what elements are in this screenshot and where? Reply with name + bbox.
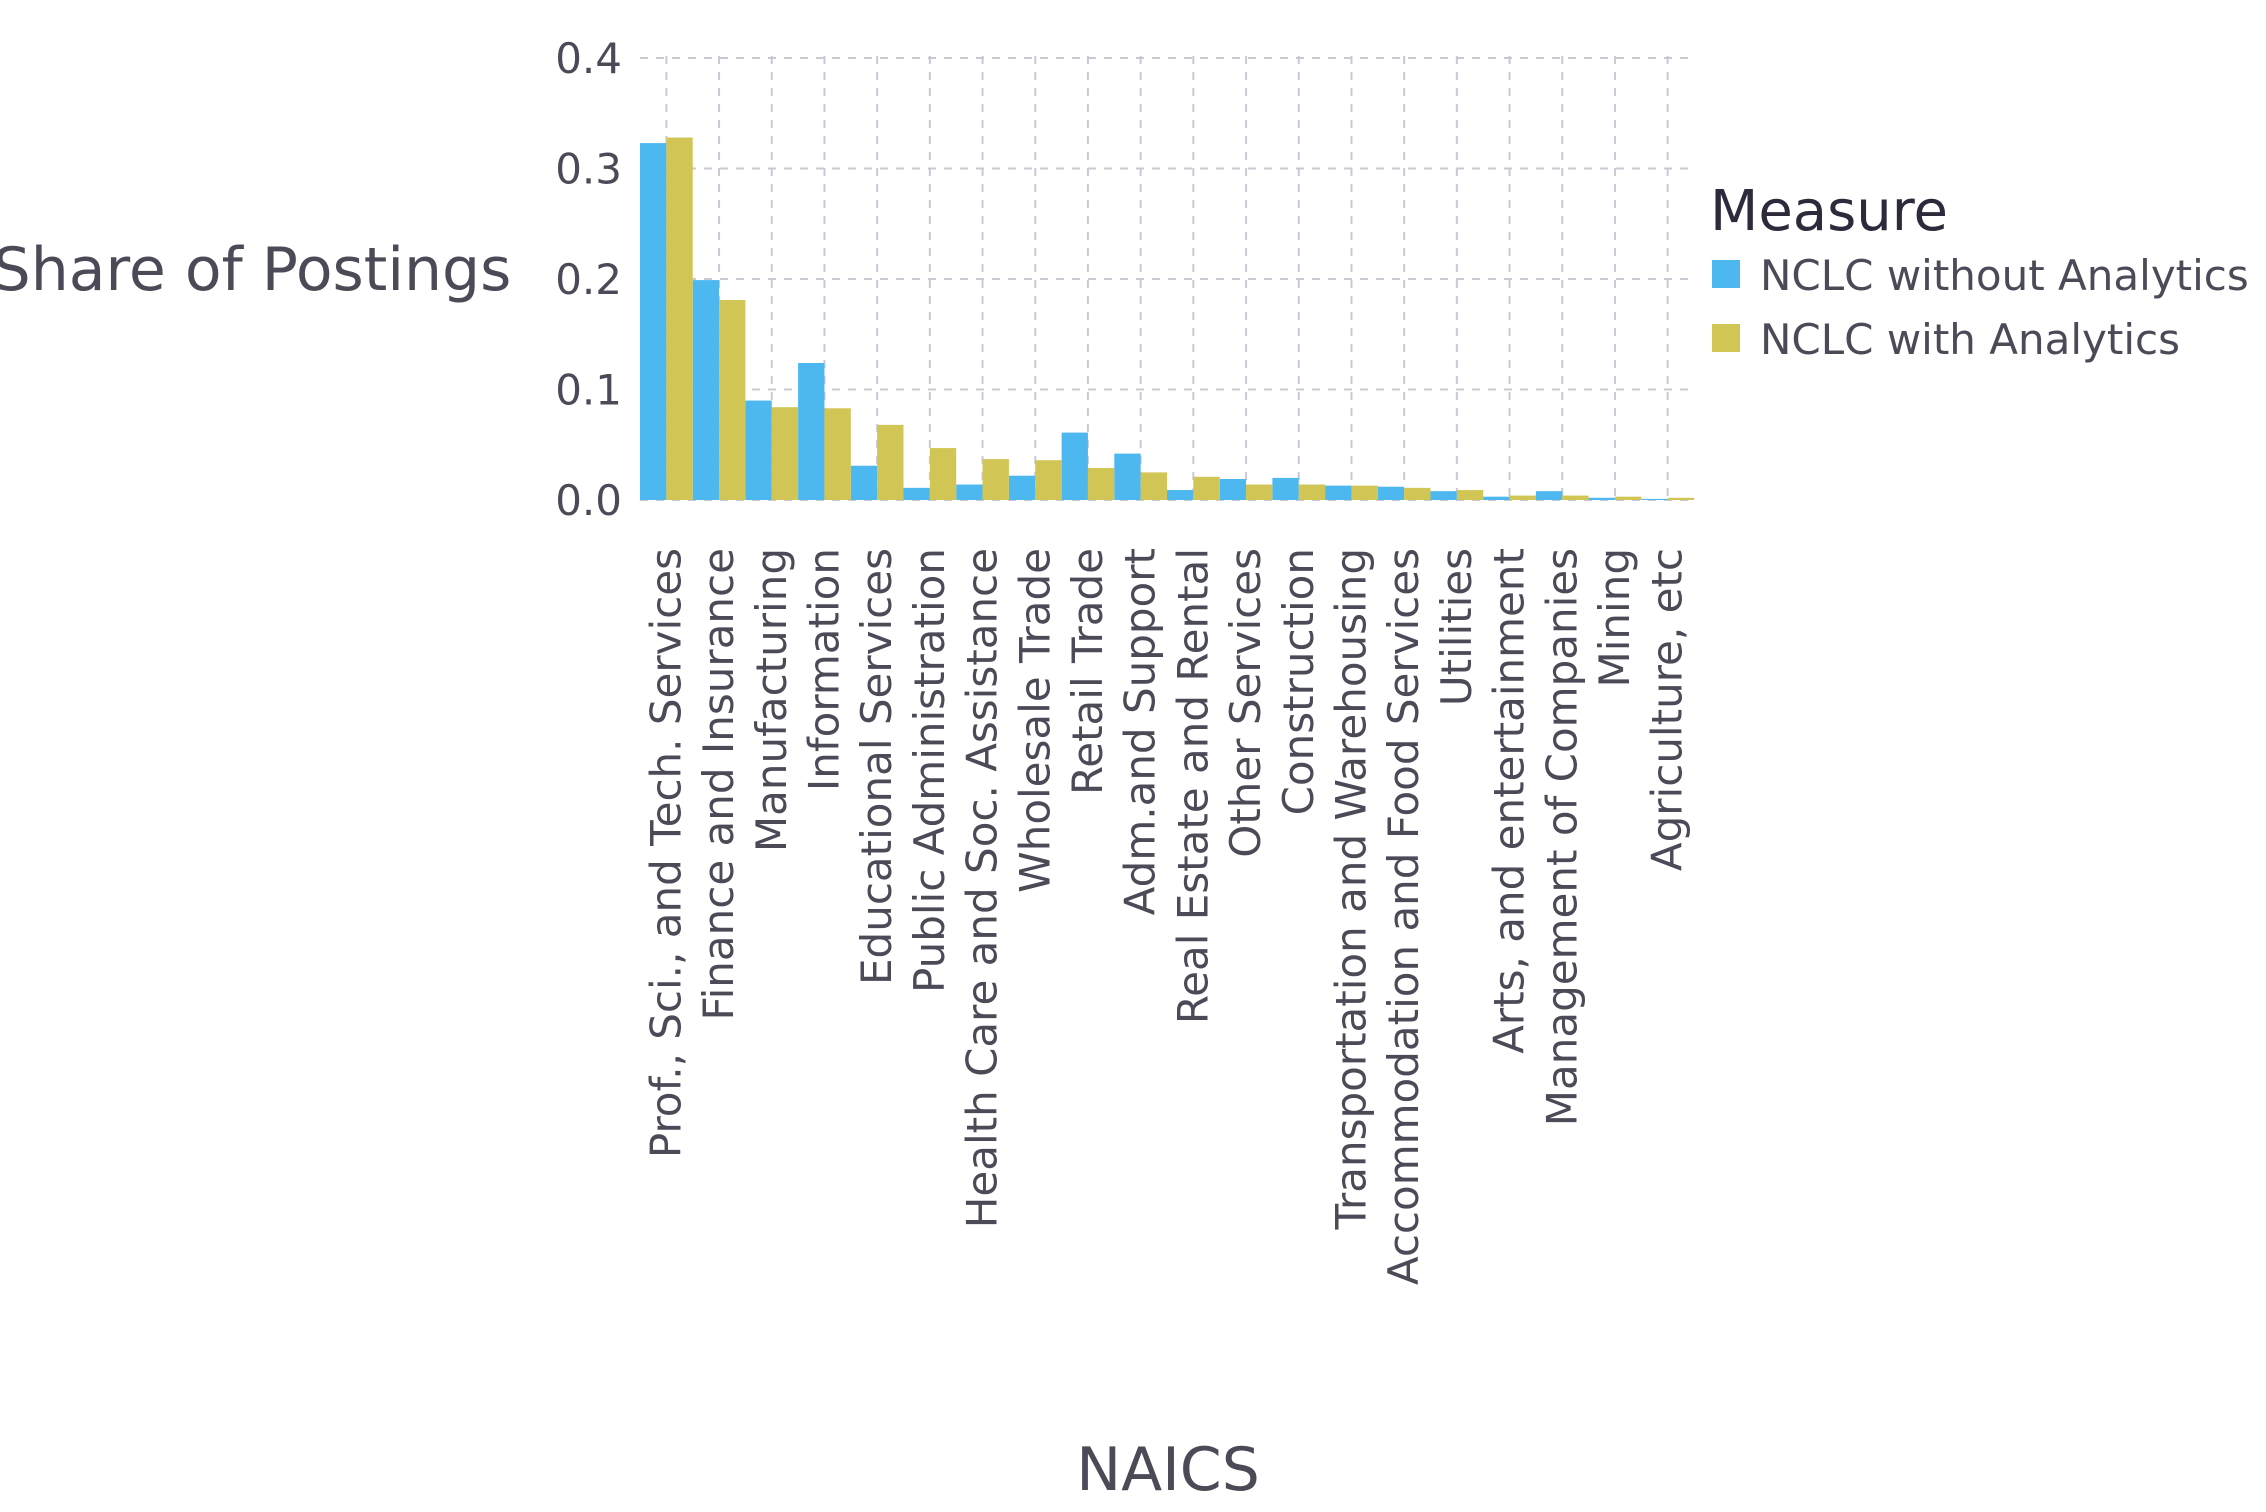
bar-with-analytics <box>1351 485 1378 500</box>
bar-with-analytics <box>1140 472 1167 500</box>
legend-swatch-without-analytics <box>1712 260 1740 288</box>
bar-without-analytics <box>1377 486 1405 500</box>
legend-swatch-with-analytics <box>1712 324 1740 352</box>
bar-with-analytics <box>929 448 957 500</box>
x-tick-label: Agriculture, etc <box>1643 548 1692 871</box>
bar-without-analytics <box>1535 491 1563 500</box>
y-tick-label: 0.3 <box>555 145 622 194</box>
bar-without-analytics <box>798 362 825 500</box>
x-tick-label: Wholesale Trade <box>1010 548 1059 893</box>
x-axis-title: NAICS <box>1076 1435 1260 1505</box>
bar-with-analytics <box>824 408 851 500</box>
x-tick-label: Arts, and entertainment <box>1485 548 1534 1054</box>
legend-label-without-analytics: NCLC without Analytics <box>1760 251 2249 300</box>
x-tick-label: Information <box>799 548 848 791</box>
x-tick-label: Prof., Sci., and Tech. Services <box>641 548 690 1158</box>
x-tick-label: Construction <box>1274 548 1323 815</box>
bar-with-analytics <box>1298 484 1326 500</box>
y-tick-label: 0.2 <box>555 255 622 304</box>
x-tick-label: Public Administration <box>905 548 954 993</box>
legend: Measure NCLC without Analytics NCLC with… <box>1710 179 2249 364</box>
y-axis-title: Share of Postings <box>0 235 511 305</box>
bar-with-analytics <box>982 459 1009 500</box>
x-tick-label: Adm.and Support <box>1116 548 1165 915</box>
x-tick-label: Manufacturing <box>747 548 796 852</box>
x-tick-label: Other Services <box>1221 548 1270 858</box>
bar-without-analytics <box>903 487 930 500</box>
bar-with-analytics <box>1404 487 1431 500</box>
bar-without-analytics <box>956 484 983 500</box>
bar-with-analytics <box>1456 490 1484 500</box>
y-axis-ticks: 0.0 0.1 0.2 0.3 0.4 <box>555 34 622 525</box>
bar-without-analytics <box>1219 479 1247 500</box>
x-tick-label: Utilities <box>1432 548 1481 706</box>
x-tick-label: Retail Trade <box>1063 548 1112 795</box>
bar-without-analytics <box>850 465 878 500</box>
x-tick-label: Management of Companies <box>1537 548 1586 1126</box>
bar-with-analytics <box>666 137 693 500</box>
bar-with-analytics <box>1562 495 1589 500</box>
bar-without-analytics <box>1008 475 1036 500</box>
bar-without-analytics <box>1061 432 1088 500</box>
bar-with-analytics <box>1087 467 1115 500</box>
bar-without-analytics <box>1272 477 1299 500</box>
bar-without-analytics <box>1588 497 1615 500</box>
bar-with-analytics <box>771 407 799 500</box>
bar-without-analytics <box>1430 491 1457 500</box>
x-tick-label: Real Estate and Rental <box>1168 548 1217 1024</box>
bar-without-analytics <box>745 400 772 500</box>
bar-without-analytics <box>1483 496 1510 500</box>
bar-with-analytics <box>1193 476 1220 500</box>
x-tick-label: Transportation and Warehousing <box>1326 548 1375 1231</box>
bar-with-analytics <box>877 424 904 500</box>
bar-without-analytics <box>1114 453 1141 500</box>
bars <box>640 137 1694 500</box>
x-tick-label: Accommodation and Food Services <box>1379 548 1428 1285</box>
bar-without-analytics <box>692 280 720 500</box>
x-tick-label: Mining <box>1590 548 1639 687</box>
bar-with-analytics <box>1035 460 1062 500</box>
y-tick-label: 0.1 <box>555 366 622 415</box>
bar-without-analytics <box>1325 485 1352 500</box>
bar-without-analytics <box>1167 490 1194 500</box>
bar-with-analytics <box>1246 484 1273 500</box>
bar-without-analytics <box>1641 498 1668 500</box>
y-tick-label: 0.0 <box>555 476 622 525</box>
bar-with-analytics <box>1509 495 1536 500</box>
y-tick-label: 0.4 <box>555 34 622 83</box>
bar-without-analytics <box>640 143 667 500</box>
x-tick-label: Educational Services <box>852 548 901 985</box>
legend-label-with-analytics: NCLC with Analytics <box>1760 315 2180 364</box>
bar-with-analytics <box>719 299 746 500</box>
x-tick-label: Finance and Insurance <box>694 548 743 1020</box>
bar-with-analytics <box>1667 497 1694 500</box>
x-tick-label: Health Care and Soc. Assistance <box>958 548 1007 1228</box>
legend-title: Measure <box>1710 179 1948 244</box>
x-axis-ticks: Prof., Sci., and Tech. Services Finance a… <box>641 548 1691 1285</box>
bar-with-analytics <box>1614 496 1642 500</box>
